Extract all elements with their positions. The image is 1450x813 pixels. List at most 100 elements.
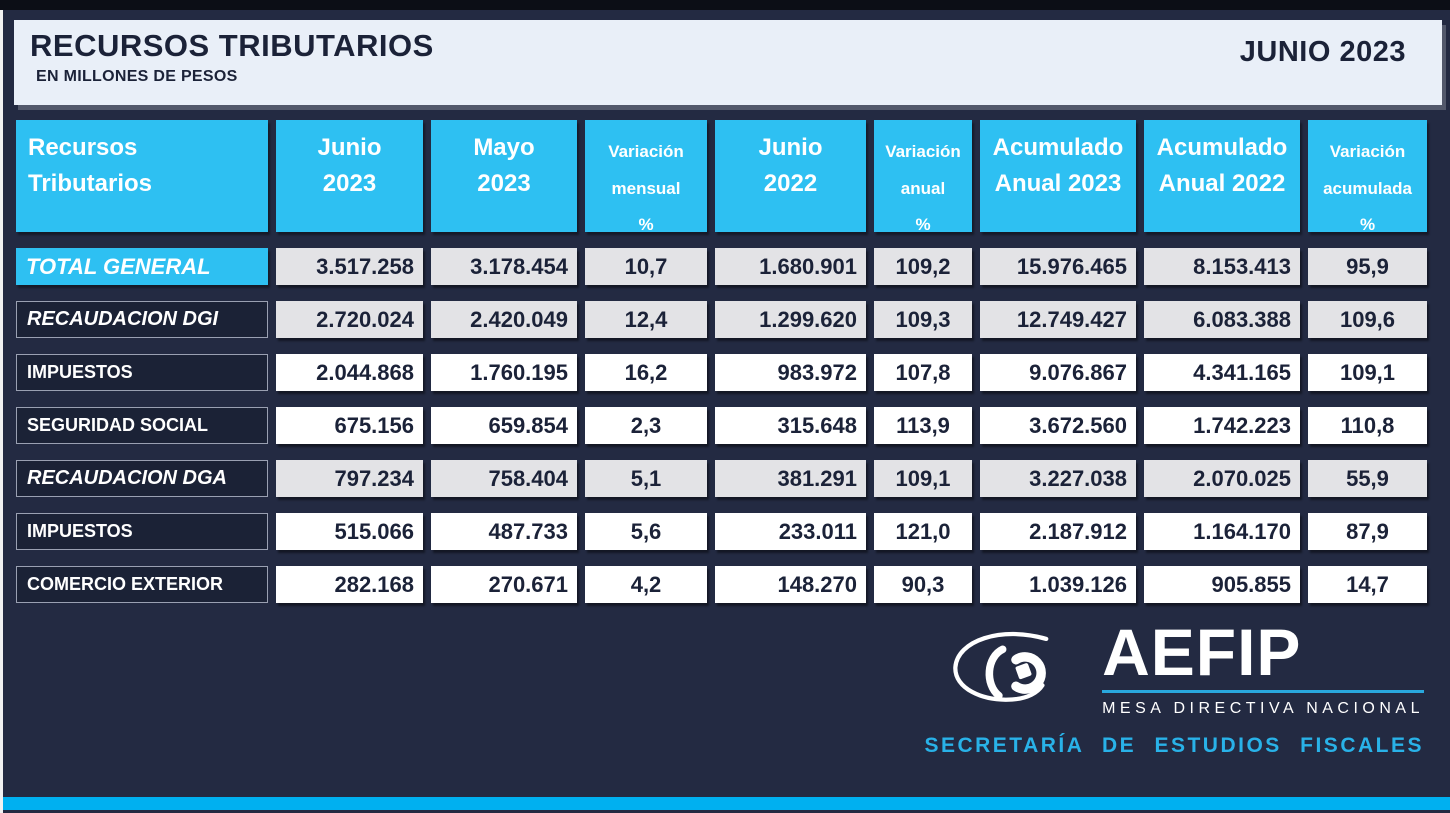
- eye-icon: [953, 631, 1049, 702]
- header-line: Acumulado: [992, 134, 1124, 161]
- table-cell: 109,2: [874, 248, 972, 285]
- row-label-total-general: TOTAL GENERAL: [16, 248, 268, 285]
- table-cell: 107,8: [874, 354, 972, 391]
- header-line: mensual: [611, 178, 681, 198]
- col-header-acumulado-2023: Acumulado Anual 2023: [980, 120, 1136, 232]
- header-line: Variación: [885, 142, 961, 161]
- table-cell: 109,3: [874, 301, 972, 338]
- table-cell: 6.083.388: [1144, 301, 1300, 338]
- col-header-recursos-tributarios: Recursos Tributarios: [16, 120, 268, 232]
- table-cell: 4.341.165: [1144, 354, 1300, 391]
- header-line: %: [1359, 215, 1376, 235]
- header-line: Junio: [758, 134, 823, 161]
- table-cell: 10,7: [585, 248, 707, 285]
- table-cell: 2.720.024: [276, 301, 423, 338]
- row-label-seguridad-social: SEGURIDAD SOCIAL: [16, 407, 268, 444]
- table-cell: 758.404: [431, 460, 577, 497]
- table-cell: 1.039.126: [980, 566, 1136, 603]
- col-header-junio-2022: Junio 2022: [715, 120, 866, 232]
- table-cell: 109,1: [874, 460, 972, 497]
- brand-rule: [1102, 689, 1424, 693]
- table-cell: 1.299.620: [715, 301, 866, 338]
- brand-name: AEFIP: [1102, 615, 1302, 689]
- table-cell: 95,9: [1308, 248, 1427, 285]
- table-cell: 2.187.912: [980, 513, 1136, 550]
- row-label-impuestos-dgi: IMPUESTOS: [16, 354, 268, 391]
- table-cell: 515.066: [276, 513, 423, 550]
- page-subtitle: EN MILLONES DE PESOS: [36, 68, 238, 85]
- table-cell: 109,6: [1308, 301, 1427, 338]
- header-line: acumulada: [1323, 178, 1412, 198]
- table-cell: 15.976.465: [980, 248, 1136, 285]
- header-line: Variación: [1329, 142, 1406, 161]
- table-cell: 487.733: [431, 513, 577, 550]
- header-line: %: [915, 215, 931, 235]
- table-cell: 87,9: [1308, 513, 1427, 550]
- header-line: anual: [900, 178, 946, 198]
- row-label-recaudacion-dga: RECAUDACION DGA: [16, 460, 268, 497]
- left-edge-strip: [0, 10, 3, 813]
- header-line: Junio: [317, 134, 382, 161]
- title-block: RECURSOS TRIBUTARIOS EN MILLONES DE PESO…: [30, 28, 434, 86]
- table-cell: 1.760.195: [431, 354, 577, 391]
- table-cell: 797.234: [276, 460, 423, 497]
- table-cell: 2.044.868: [276, 354, 423, 391]
- table-cell: 3.178.454: [431, 248, 577, 285]
- table-cell: 9.076.867: [980, 354, 1136, 391]
- table-cell: 16,2: [585, 354, 707, 391]
- table-cell: 270.671: [431, 566, 577, 603]
- header-line: Recursos: [28, 134, 138, 161]
- table-cell: 8.153.413: [1144, 248, 1300, 285]
- table-cell: 55,9: [1308, 460, 1427, 497]
- table-cell: 675.156: [276, 407, 423, 444]
- brand-tagline: SECRETARÍA DE ESTUDIOS FISCALES: [924, 734, 1424, 757]
- table-cell: 2.070.025: [1144, 460, 1300, 497]
- table-cell: 110,8: [1308, 407, 1427, 444]
- table-cell: 12.749.427: [980, 301, 1136, 338]
- table-cell: 5,1: [585, 460, 707, 497]
- table-cell: 3.227.038: [980, 460, 1136, 497]
- table-cell: 113,9: [874, 407, 972, 444]
- col-header-variacion-mensual: Variación mensual%: [585, 120, 707, 234]
- table-cell: 659.854: [431, 407, 577, 444]
- row-label-comercio-exterior: COMERCIO EXTERIOR: [16, 566, 268, 603]
- table-cell: 2.420.049: [431, 301, 577, 338]
- header-line: Mayo: [473, 134, 535, 161]
- header-line: %: [638, 215, 654, 235]
- header-line: 2023: [477, 170, 531, 197]
- tax-resources-table: Recursos Tributarios Junio 2023 Mayo 2023 V…: [16, 120, 1427, 603]
- table-cell: 983.972: [715, 354, 866, 391]
- row-label-impuestos-dga: IMPUESTOS: [16, 513, 268, 550]
- table-cell: 381.291: [715, 460, 866, 497]
- col-header-variacion-acumulada: Variación acumulada%: [1308, 120, 1427, 234]
- brand-block: AEFIP MESA DIRECTIVA NACIONAL: [1102, 615, 1424, 718]
- table-cell: 12,4: [585, 301, 707, 338]
- top-strip: [0, 0, 1450, 10]
- table-cell: 121,0: [874, 513, 972, 550]
- table-cell: 4,2: [585, 566, 707, 603]
- header-line: Variación: [608, 142, 684, 161]
- header-line: Tributarios: [28, 170, 153, 197]
- header-line: Acumulado: [1156, 134, 1288, 161]
- page-title: RECURSOS TRIBUTARIOS: [30, 28, 434, 63]
- table-cell: 233.011: [715, 513, 866, 550]
- logo-top-row: AEFIP MESA DIRECTIVA NACIONAL: [944, 615, 1424, 722]
- bottom-accent-bar: [3, 797, 1450, 810]
- table-cell: 315.648: [715, 407, 866, 444]
- header-line: Anual 2022: [1158, 170, 1286, 197]
- table-cell: 3.517.258: [276, 248, 423, 285]
- brand-subtitle: MESA DIRECTIVA NACIONAL: [1102, 699, 1424, 717]
- header-line: 2022: [763, 170, 818, 197]
- table-cell: 905.855: [1144, 566, 1300, 603]
- table-cell: 90,3: [874, 566, 972, 603]
- table-cell: 1.742.223: [1144, 407, 1300, 444]
- header-line: 2023: [322, 170, 377, 197]
- row-label-recaudacion-dgi: RECAUDACION DGI: [16, 301, 268, 338]
- col-header-variacion-anual: Variación anual%: [874, 120, 972, 234]
- table-cell: 2,3: [585, 407, 707, 444]
- table-cell: 14,7: [1308, 566, 1427, 603]
- col-header-junio-2023: Junio 2023: [276, 120, 423, 232]
- col-header-acumulado-2022: Acumulado Anual 2022: [1144, 120, 1300, 232]
- period-label: JUNIO 2023: [1239, 36, 1406, 68]
